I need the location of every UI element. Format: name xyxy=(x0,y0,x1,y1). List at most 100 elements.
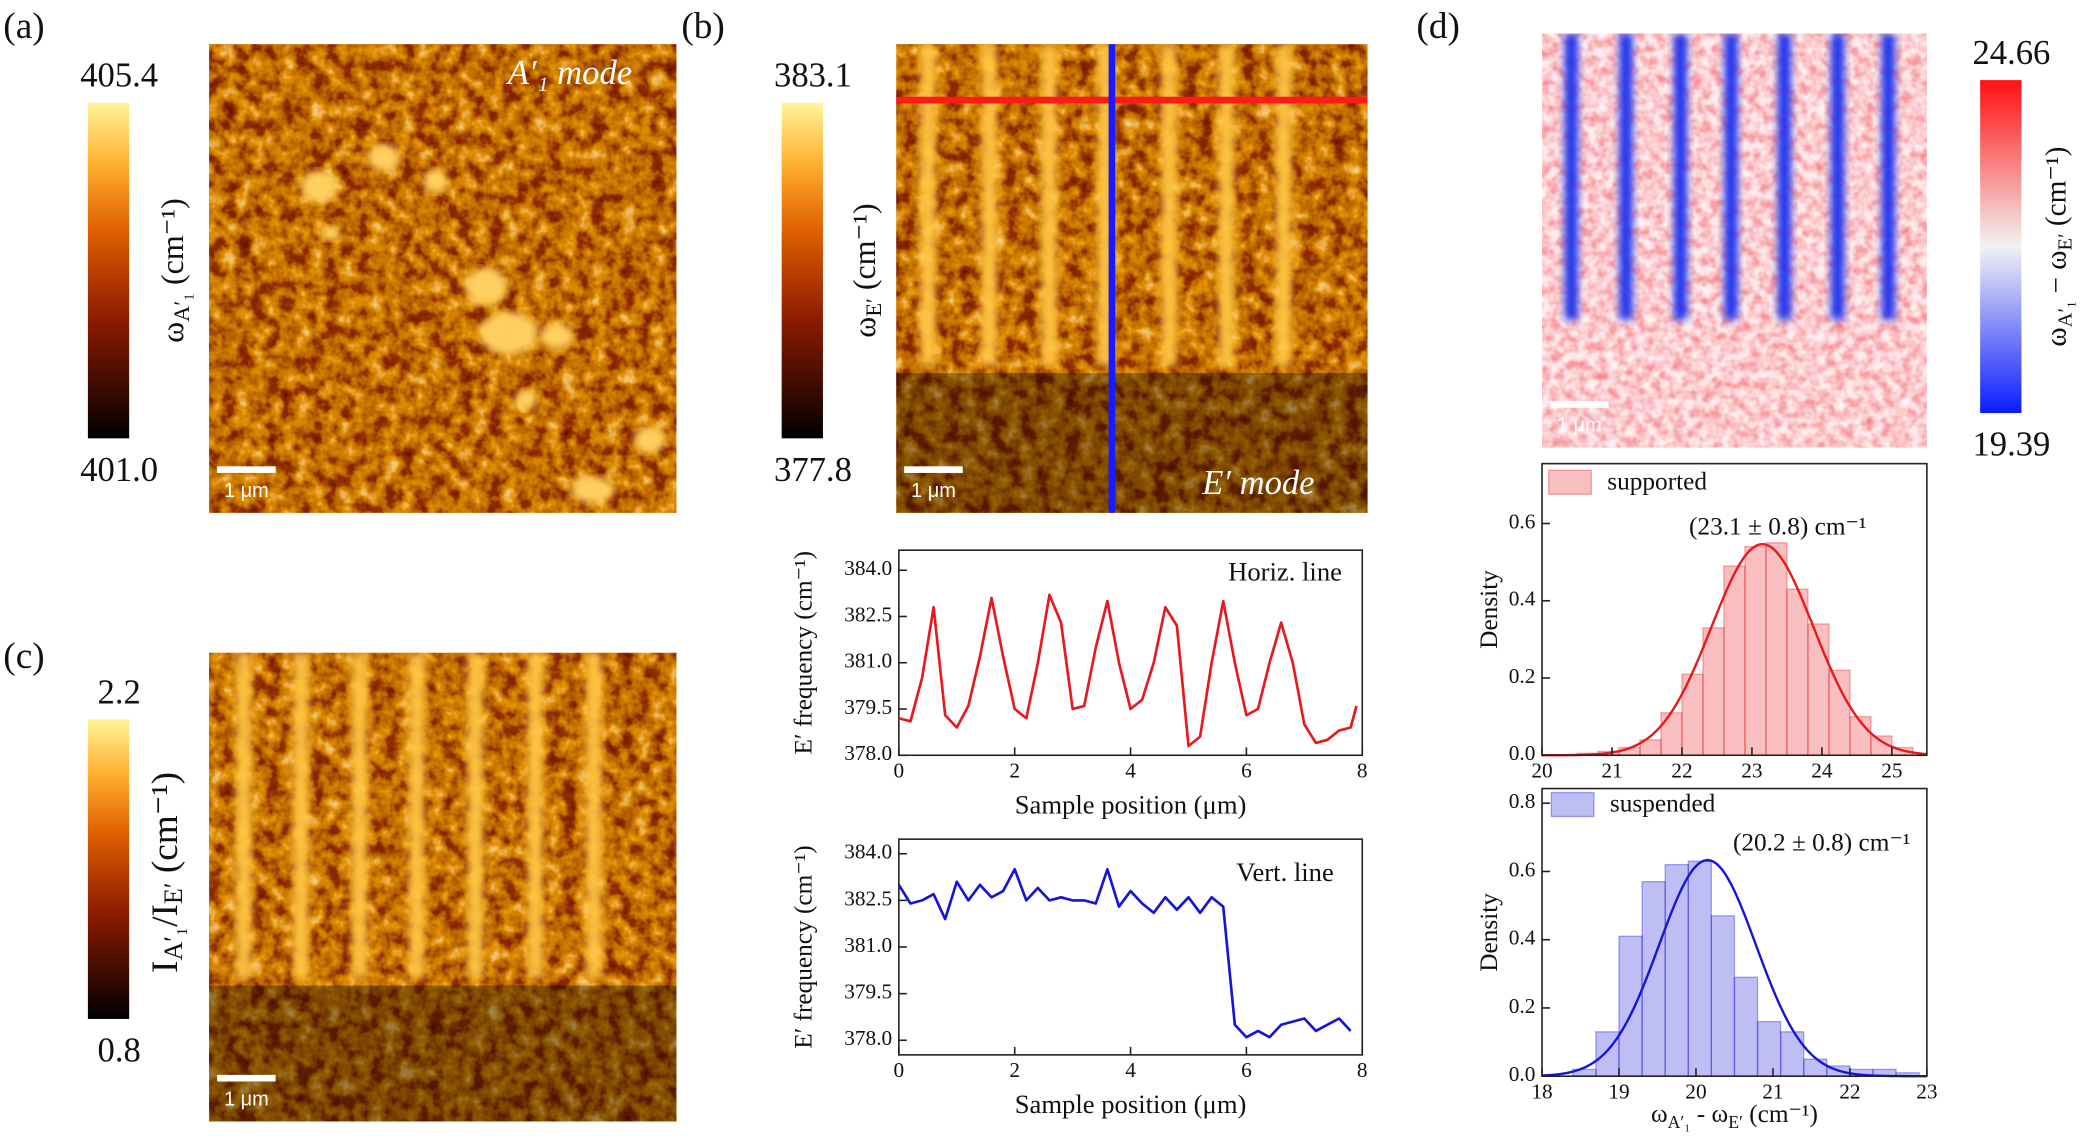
legend-label: suspended xyxy=(1610,790,1716,818)
y-tick-label: 381.0 xyxy=(844,649,892,673)
scale-bar xyxy=(217,466,276,473)
heatmap-image xyxy=(209,44,677,513)
label-part: − ω xyxy=(2040,250,2072,300)
y-tick-label: 379.5 xyxy=(844,980,892,1004)
heatmap xyxy=(896,44,1368,513)
colorbar xyxy=(87,102,130,439)
stripe xyxy=(467,652,484,979)
x-tick-label: 4 xyxy=(1125,758,1136,782)
y-tick-label: 0.2 xyxy=(1509,994,1536,1018)
label-part: - ω xyxy=(1690,1100,1728,1128)
x-tick-label: 25 xyxy=(1881,758,1902,782)
y-tick-label: 378.0 xyxy=(844,741,892,765)
label-part: ω xyxy=(155,322,190,343)
y-axis-label: Density xyxy=(1475,893,1503,972)
stripe xyxy=(1564,33,1578,320)
stripe xyxy=(351,652,368,979)
stripe xyxy=(1724,33,1738,320)
label-part: ω xyxy=(2040,327,2072,346)
histogram-bar xyxy=(1779,1031,1805,1077)
colorbar-tick-label: 401.0 xyxy=(80,451,158,489)
line-label: Horiz. line xyxy=(1228,556,1342,586)
y-tick-label: 0.2 xyxy=(1509,664,1536,688)
stripe xyxy=(235,652,252,979)
scale-bar-label: 1 μm xyxy=(1557,415,1602,437)
stripe xyxy=(981,44,998,367)
stripe xyxy=(1161,44,1178,367)
label-part: (cm⁻¹) xyxy=(1743,1100,1818,1128)
scale-bar-label: 1 μm xyxy=(224,480,269,502)
histogram-bar xyxy=(1756,1020,1782,1077)
histogram-bar xyxy=(1765,542,1788,756)
bright-spot xyxy=(423,169,448,194)
colorbar-tick-label: 19.39 xyxy=(1972,426,2050,464)
x-tick-label: 8 xyxy=(1357,1058,1368,1082)
x-axis-label: ωA′₁ - ωE′ (cm⁻¹) xyxy=(1651,1100,1818,1132)
x-tick-label: 22 xyxy=(1671,758,1692,782)
x-tick-label: 2 xyxy=(1009,758,1020,782)
bright-spot xyxy=(515,389,537,411)
histogram-bar xyxy=(1828,669,1851,756)
histogram-bar xyxy=(1807,623,1830,756)
scale-bar-label: 1 μm xyxy=(224,1088,269,1110)
stripe xyxy=(585,652,602,979)
label-part: (cm⁻¹) xyxy=(848,203,883,298)
y-tick-label: 0.8 xyxy=(1509,789,1536,813)
bright-spot xyxy=(633,426,666,453)
histogram-bar xyxy=(1687,860,1713,1077)
subscript: A′₁ xyxy=(159,927,188,961)
fit-annotation: (20.2 ± 0.8) cm⁻¹ xyxy=(1733,828,1910,856)
label-part: (cm⁻¹) xyxy=(2040,147,2072,234)
colorbar-tick-label: 405.4 xyxy=(80,57,158,95)
label-part: /I xyxy=(144,904,185,927)
histogram-bar xyxy=(1723,565,1746,756)
stripe xyxy=(527,652,544,979)
scale-bar xyxy=(1550,401,1609,408)
histogram-bar xyxy=(1710,915,1736,1077)
label-part: (cm⁻¹) xyxy=(144,772,185,883)
y-tick-label: 382.5 xyxy=(844,886,892,910)
y-tick-label: 379.5 xyxy=(844,695,892,719)
data-line xyxy=(898,593,1358,748)
x-tick-label: 22 xyxy=(1839,1079,1860,1103)
legend-label: supported xyxy=(1607,467,1707,495)
colorbar-label: ωE′ (cm⁻¹) xyxy=(848,203,887,337)
subscript: E′ xyxy=(2054,233,2076,250)
bright-spot xyxy=(300,170,339,203)
scale-bar xyxy=(904,466,963,473)
stripe xyxy=(1275,44,1292,367)
fit-curve xyxy=(1542,542,1927,757)
subscript: A′₁ xyxy=(169,293,194,322)
heatmap xyxy=(209,44,677,513)
shade xyxy=(209,985,677,1122)
y-tick-label: 0.0 xyxy=(1509,1062,1536,1086)
x-tick-label: 4 xyxy=(1125,1058,1136,1082)
histogram-bar xyxy=(1786,588,1809,756)
stripe xyxy=(1830,33,1845,320)
plot-frame xyxy=(1541,787,1928,1077)
x-tick-label: 8 xyxy=(1357,758,1368,782)
x-tick-label: 18 xyxy=(1531,1079,1552,1103)
colorbar-label: ωA′₁ − ωE′ (cm⁻¹) xyxy=(2040,147,2076,347)
histogram-bar xyxy=(1702,627,1725,756)
bright-spot xyxy=(540,322,573,350)
x-tick-label: 21 xyxy=(1762,1079,1783,1103)
bright-spot xyxy=(320,225,340,242)
stripe xyxy=(1218,44,1235,367)
y-tick-label: 0.0 xyxy=(1509,741,1536,765)
x-tick-label: 23 xyxy=(1741,758,1762,782)
legend-swatch xyxy=(1548,469,1592,495)
plot-frame xyxy=(1541,462,1928,757)
histogram-bar xyxy=(1803,1058,1828,1077)
subscript: E′ xyxy=(861,298,886,317)
y-tick-label: 378.0 xyxy=(844,1026,892,1050)
mode-label: E′ mode xyxy=(1201,464,1314,502)
y-tick-label: 0.6 xyxy=(1509,509,1536,533)
shade xyxy=(896,373,1368,513)
fit-curve xyxy=(1541,858,1927,1078)
panel-label: (a) xyxy=(3,6,44,47)
stripe xyxy=(920,44,937,367)
y-tick-label: 0.4 xyxy=(1509,587,1536,611)
heatmap xyxy=(1542,33,1927,448)
bright-spot xyxy=(464,267,508,306)
